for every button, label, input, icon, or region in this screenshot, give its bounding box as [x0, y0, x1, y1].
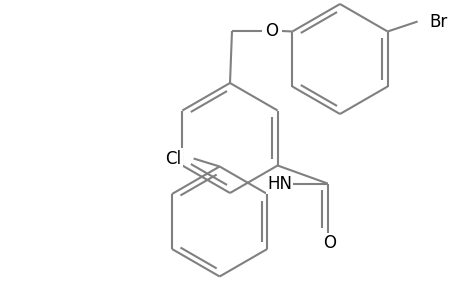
Text: O: O	[265, 22, 278, 40]
Text: HN: HN	[267, 175, 291, 193]
Text: Cl: Cl	[165, 149, 181, 167]
Text: Br: Br	[429, 13, 447, 31]
Text: O: O	[322, 235, 336, 253]
